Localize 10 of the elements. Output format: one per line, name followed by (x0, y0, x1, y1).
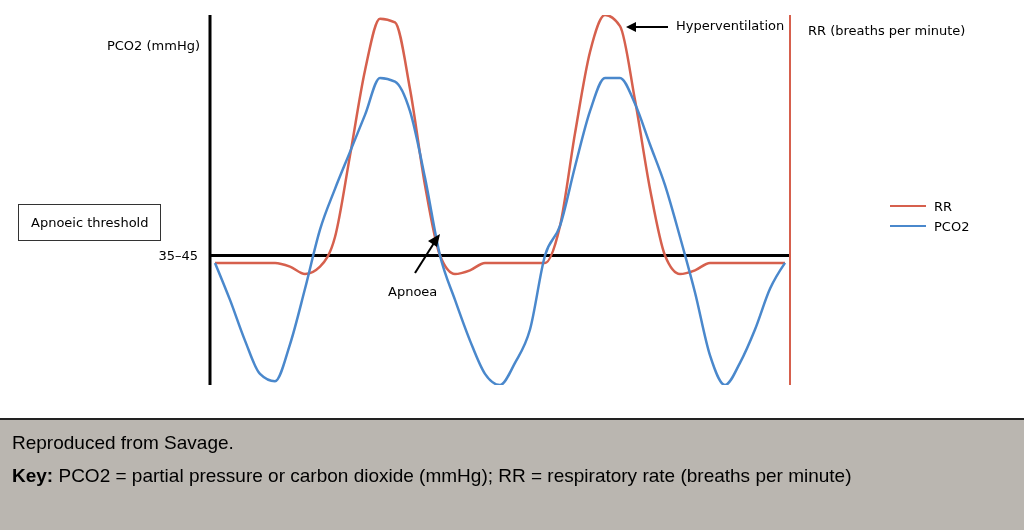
text: Key: PCO2 = partial pressure or carbon dioxide (mmHg); RR = respiratory rate (breaths per minute) (12, 465, 852, 486)
text: Reproduced from Savage. (12, 432, 234, 453)
y-axis-title: PCO2 (mmHg) (106, 38, 200, 53)
ref-line-label: 35–45 (158, 248, 198, 264)
legend-label: PCO2 (934, 218, 970, 234)
y2-axis-title: RR (breaths per minute) (808, 23, 966, 38)
annotation: Hyperventilation (676, 18, 785, 33)
legend-label: RR (934, 198, 953, 214)
annotation: Apnoea (388, 284, 438, 299)
text: Apnoeic threshold (18, 204, 162, 241)
